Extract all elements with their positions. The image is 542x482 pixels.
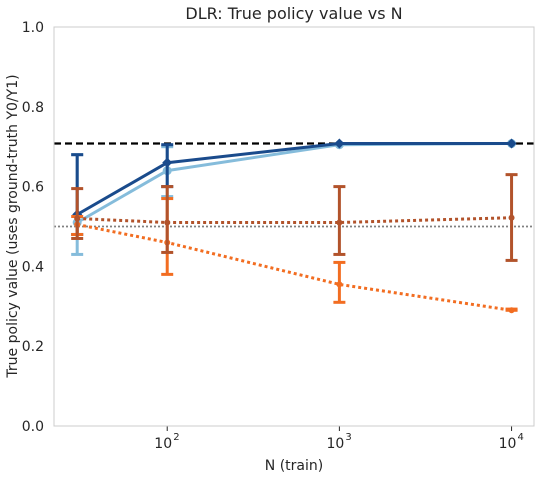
x-tick-label: 10 <box>154 436 172 452</box>
series-2 <box>71 197 518 314</box>
x-tick-exponent: 2 <box>173 432 179 443</box>
x-axis-ticks: 10 2 10 3 10 4 <box>154 426 524 452</box>
data-point <box>336 219 343 226</box>
series-lines <box>71 138 518 314</box>
y-tick-label: 0.4 <box>22 259 44 275</box>
chart-title: DLR: True policy value vs N <box>185 4 402 23</box>
data-point <box>336 281 343 288</box>
data-point <box>508 307 515 314</box>
y-axis-ticks: 0.0 0.2 0.4 0.6 0.8 1.0 <box>22 20 44 435</box>
x-tick-label: 10 <box>499 436 517 452</box>
series-line <box>76 223 512 312</box>
y-tick-label: 1.0 <box>22 20 44 36</box>
x-tick-label: 10 <box>326 436 344 452</box>
data-point <box>334 138 345 149</box>
x-tick-exponent: 3 <box>345 432 351 443</box>
data-point <box>74 215 81 222</box>
y-tick-label: 0.2 <box>22 339 44 355</box>
y-tick-label: 0.8 <box>22 100 44 116</box>
x-axis-label: N (train) <box>265 458 323 474</box>
series-line <box>76 142 512 224</box>
data-point <box>164 219 171 226</box>
series-line <box>77 216 512 224</box>
data-point <box>508 214 515 221</box>
y-tick-label: 0.6 <box>22 180 44 196</box>
data-point <box>506 138 517 149</box>
series-3 <box>71 173 518 262</box>
data-point <box>162 157 173 168</box>
plot-frame <box>53 26 535 427</box>
x-tick-exponent: 4 <box>518 432 524 443</box>
series-line <box>76 142 512 216</box>
y-axis-label: True policy value (uses ground-truth Y0/… <box>5 74 21 378</box>
y-tick-label: 0.0 <box>22 419 44 435</box>
